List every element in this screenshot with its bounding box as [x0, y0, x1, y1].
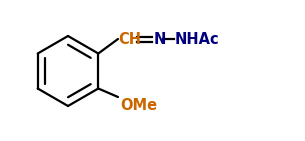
Text: CH: CH [118, 31, 141, 47]
Text: OMe: OMe [120, 97, 157, 113]
Text: NHAc: NHAc [175, 31, 220, 47]
Text: N: N [154, 31, 166, 47]
